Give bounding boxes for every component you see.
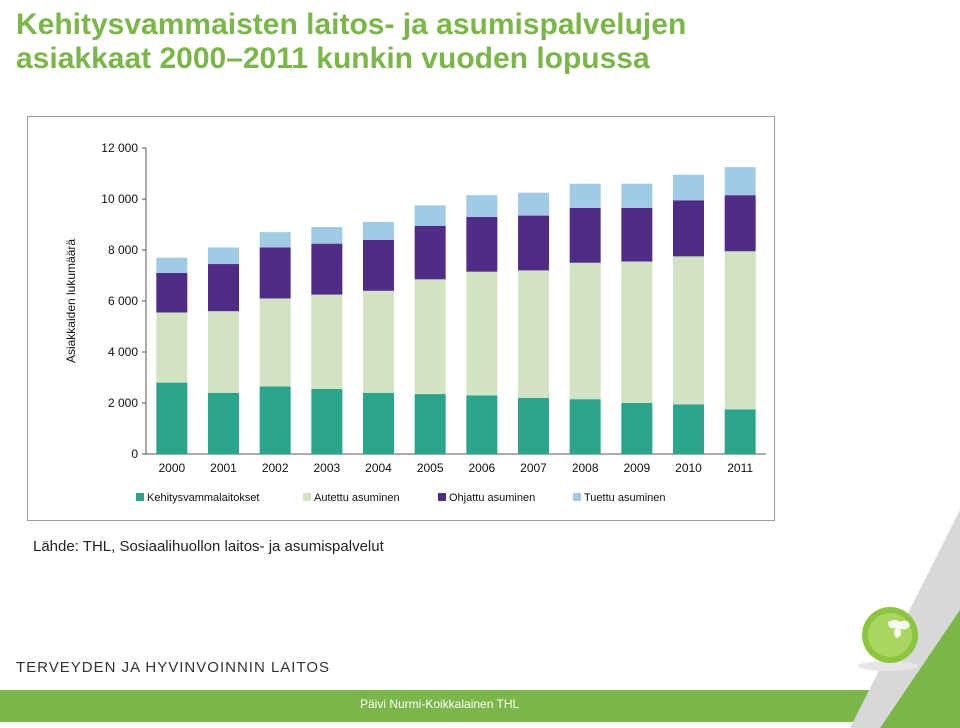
bar-segment-tuettu <box>414 205 446 226</box>
bar-segment-autettu <box>414 279 446 395</box>
bar-segment-tuettu <box>466 195 498 217</box>
source-note: Lähde: THL, Sosiaalihuollon laitos- ja a… <box>33 538 384 555</box>
bar-segment-ohjattu <box>621 207 653 262</box>
bar-segment-autettu <box>466 271 498 396</box>
bar-segment-tuettu <box>259 232 291 248</box>
bar-segment-kehitysvammalaitokset <box>673 404 704 454</box>
bar-segment-ohjattu <box>724 195 756 252</box>
bar-segment-tuettu <box>673 174 704 201</box>
bar-segment-kehitysvammalaitokset <box>311 388 343 454</box>
bar-segment-ohjattu <box>414 225 446 280</box>
legend-label: Ohjattu asuminen <box>449 492 535 504</box>
bar-segment-tuettu <box>569 183 601 208</box>
bar-segment-autettu <box>724 251 756 410</box>
bar-segment-autettu <box>569 262 601 400</box>
globe-highlight <box>868 613 912 657</box>
corner-green-triangle <box>880 610 960 728</box>
legend-swatch-ohjattu <box>438 493 446 501</box>
bar-segment-kehitysvammalaitokset <box>466 395 498 454</box>
y-tick-label: 6 000 <box>108 294 138 308</box>
y-tick-label: 12 000 <box>101 141 138 155</box>
bar-segment-kehitysvammalaitokset <box>259 386 291 454</box>
bar-segment-kehitysvammalaitokset <box>156 382 188 454</box>
bar-segment-kehitysvammalaitokset <box>569 399 601 454</box>
bar-segment-tuettu <box>156 257 188 273</box>
x-tick-label: 2007 <box>520 461 547 475</box>
x-tick-label: 2006 <box>468 461 495 475</box>
y-tick-label: 8 000 <box>108 243 138 257</box>
bar-segment-ohjattu <box>208 264 239 312</box>
bar-segment-ohjattu <box>156 272 188 313</box>
bar-segment-kehitysvammalaitokset <box>724 409 756 454</box>
bar-segment-ohjattu <box>466 216 498 272</box>
bar-segment-autettu <box>621 261 653 403</box>
x-tick-label: 2000 <box>158 461 185 475</box>
bar-segment-tuettu <box>208 247 239 265</box>
bar-segment-kehitysvammalaitokset <box>208 392 239 454</box>
x-tick-label: 2009 <box>623 461 650 475</box>
bar-segment-kehitysvammalaitokset <box>518 397 549 454</box>
x-tick-label: 2002 <box>262 461 289 475</box>
stacked-bar-chart: 0 2 000 4 000 6 000 8 000 10 000 12 000 Asiakka… <box>64 141 766 504</box>
bar-segment-kehitysvammalaitokset <box>621 403 653 454</box>
x-tick-label: 2004 <box>365 461 392 475</box>
legend-swatch-autettu <box>303 493 311 501</box>
y-tick-label: 10 000 <box>101 192 138 206</box>
bar-segment-autettu <box>363 290 394 393</box>
footer-presenter: Päivi Nurmi-Koikkalainen THL <box>360 697 520 711</box>
y-tick-label: 4 000 <box>108 345 138 359</box>
clover-icon <box>888 620 910 638</box>
y-axis-title: Asiakkaiden lukumäärä <box>64 239 78 363</box>
bar-segment-tuettu <box>621 183 653 208</box>
bar-segment-tuettu <box>518 192 549 216</box>
title-line-2: asiakkaat 2000–2011 kunkin vuoden lopuss… <box>16 42 650 75</box>
bar-segment-autettu <box>518 270 549 398</box>
bar-segment-ohjattu <box>363 239 394 291</box>
bar-segment-autettu <box>311 294 343 389</box>
organization-name: TERVEYDEN JA HYVINVOINNIN LAITOS <box>16 659 331 676</box>
thl-corner-logo <box>850 510 960 728</box>
x-tick-label: 2005 <box>417 461 444 475</box>
x-tick-label: 2001 <box>210 461 237 475</box>
bar-segment-ohjattu <box>518 215 549 271</box>
bar-segment-ohjattu <box>259 247 291 299</box>
title-line-1: Kehitysvammaisten laitos- ja asumispalve… <box>16 8 687 41</box>
bar-segment-autettu <box>208 311 239 393</box>
globe-shadow <box>858 661 918 671</box>
legend-swatch-tuettu <box>573 493 581 501</box>
bar-segment-tuettu <box>724 167 756 196</box>
bar-segment-kehitysvammalaitokset <box>414 394 446 454</box>
bar-segment-autettu <box>673 256 704 405</box>
x-tick-label: 2010 <box>675 461 702 475</box>
footer-bar: Päivi Nurmi-Koikkalainen THL <box>0 690 940 722</box>
bar-segment-ohjattu <box>311 243 343 295</box>
bar-segment-tuettu <box>363 221 394 240</box>
x-tick-label: 2011 <box>727 461 753 475</box>
bar-segment-tuettu <box>311 227 343 244</box>
legend-label: Autettu asuminen <box>314 492 400 504</box>
legend-swatch-kehitysvammalaitokset <box>136 493 144 501</box>
chart-frame: 0 2 000 4 000 6 000 8 000 10 000 12 000 Asiakka… <box>27 116 775 521</box>
bar-segment-kehitysvammalaitokset <box>363 392 394 454</box>
legend-label: Tuettu asuminen <box>584 492 666 504</box>
bar-segment-ohjattu <box>673 200 704 257</box>
bar-segment-ohjattu <box>569 207 601 263</box>
slide-title: Kehitysvammaisten laitos- ja asumispalve… <box>16 8 816 76</box>
bar-segment-autettu <box>156 312 188 383</box>
legend-label: Kehitysvammalaitokset <box>147 492 260 504</box>
y-tick-label: 2 000 <box>108 396 138 410</box>
x-tick-label: 2008 <box>572 461 599 475</box>
x-tick-label: 2003 <box>313 461 340 475</box>
y-tick-label: 0 <box>131 447 138 461</box>
bar-segment-autettu <box>259 298 291 387</box>
